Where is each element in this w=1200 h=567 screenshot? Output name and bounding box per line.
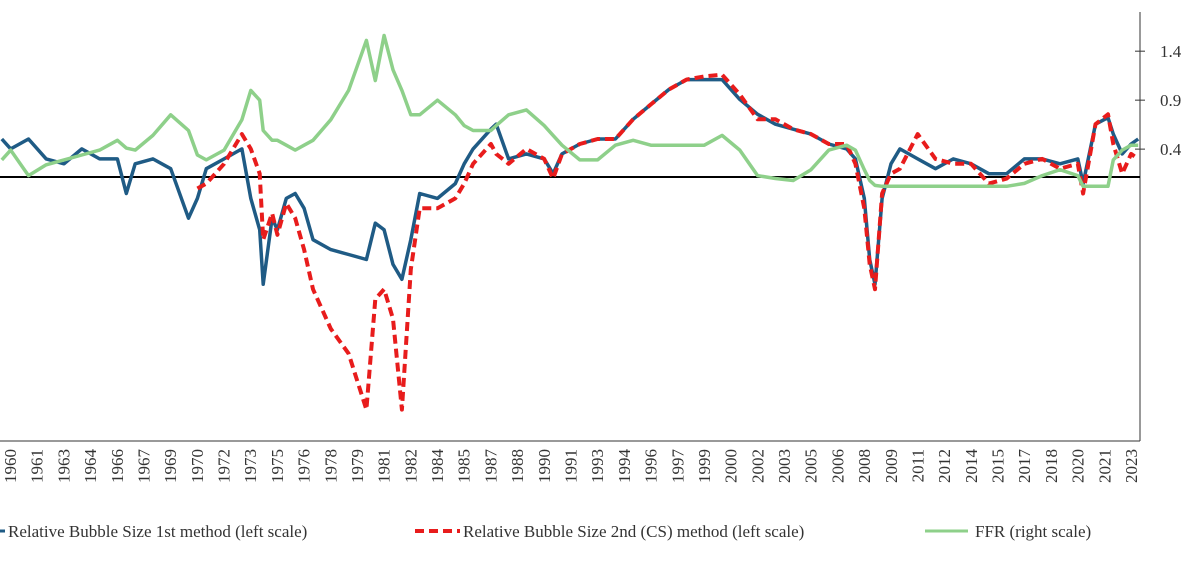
x-tick-label: 2023 <box>1122 449 1141 483</box>
y2-tick-label: 0.9 <box>1160 91 1181 110</box>
x-tick-label: 1961 <box>28 449 47 483</box>
x-tick-label: 1976 <box>295 449 314 483</box>
x-tick-label: 1991 <box>562 449 581 483</box>
x-tick-label: 2005 <box>802 449 821 483</box>
x-tick-label: 2009 <box>882 449 901 483</box>
x-tick-label: 1981 <box>375 449 394 483</box>
x-tick-label: 2015 <box>989 449 1008 483</box>
x-tick-label: 1969 <box>161 449 180 483</box>
x-tick-label: 1984 <box>428 449 447 484</box>
x-tick-label: 1993 <box>588 449 607 483</box>
x-tick-label: 2002 <box>748 449 767 483</box>
y2-tick-label: 1.4 <box>1160 42 1182 61</box>
x-tick-label: 1997 <box>668 449 687 484</box>
x-tick-label: 1987 <box>481 449 500 484</box>
x-tick-label: 1994 <box>615 449 634 484</box>
x-tick-label: 2012 <box>935 449 954 483</box>
x-tick-label: 2011 <box>908 449 927 482</box>
x-tick-label: 2018 <box>1042 449 1061 483</box>
x-tick-label: 1966 <box>108 449 127 483</box>
x-tick-label: 1967 <box>134 449 153 484</box>
x-tick-label: 1978 <box>321 449 340 483</box>
x-tick-label: 1964 <box>81 449 100 484</box>
x-tick-label: 1973 <box>241 449 260 483</box>
x-tick-label: 1960 <box>1 449 20 483</box>
x-tick-label: 1985 <box>455 449 474 483</box>
x-tick-label: 1970 <box>188 449 207 483</box>
x-tick-label: 2003 <box>775 449 794 483</box>
x-tick-label: 2006 <box>828 449 847 483</box>
x-tick-label: 1999 <box>695 449 714 483</box>
x-tick-label: 1988 <box>508 449 527 483</box>
y2-tick-label: 0.4 <box>1160 140 1182 159</box>
x-tick-label: 1982 <box>401 449 420 483</box>
x-tick-label: 1972 <box>215 449 234 483</box>
legend-label: Relative Bubble Size 1st method (left sc… <box>8 522 307 541</box>
x-tick-label: 2020 <box>1069 449 1088 483</box>
legend-label: FFR (right scale) <box>975 522 1091 541</box>
x-tick-label: 2000 <box>722 449 741 483</box>
legend-label: Relative Bubble Size 2nd (CS) method (le… <box>463 522 804 541</box>
x-tick-label: 1975 <box>268 449 287 483</box>
series-line <box>0 77 1140 287</box>
x-tick-label: 1996 <box>642 449 661 483</box>
x-tick-label: 1963 <box>54 449 73 483</box>
x-tick-label: 1990 <box>535 449 554 483</box>
series-line <box>0 33 1139 189</box>
x-tick-label: 2017 <box>1015 449 1034 484</box>
x-tick-label: 2008 <box>855 449 874 483</box>
x-tick-label: 2014 <box>962 449 981 484</box>
x-tick-label: 2021 <box>1095 449 1114 483</box>
series-line <box>196 72 1140 412</box>
x-tick-label: 1979 <box>348 449 367 483</box>
